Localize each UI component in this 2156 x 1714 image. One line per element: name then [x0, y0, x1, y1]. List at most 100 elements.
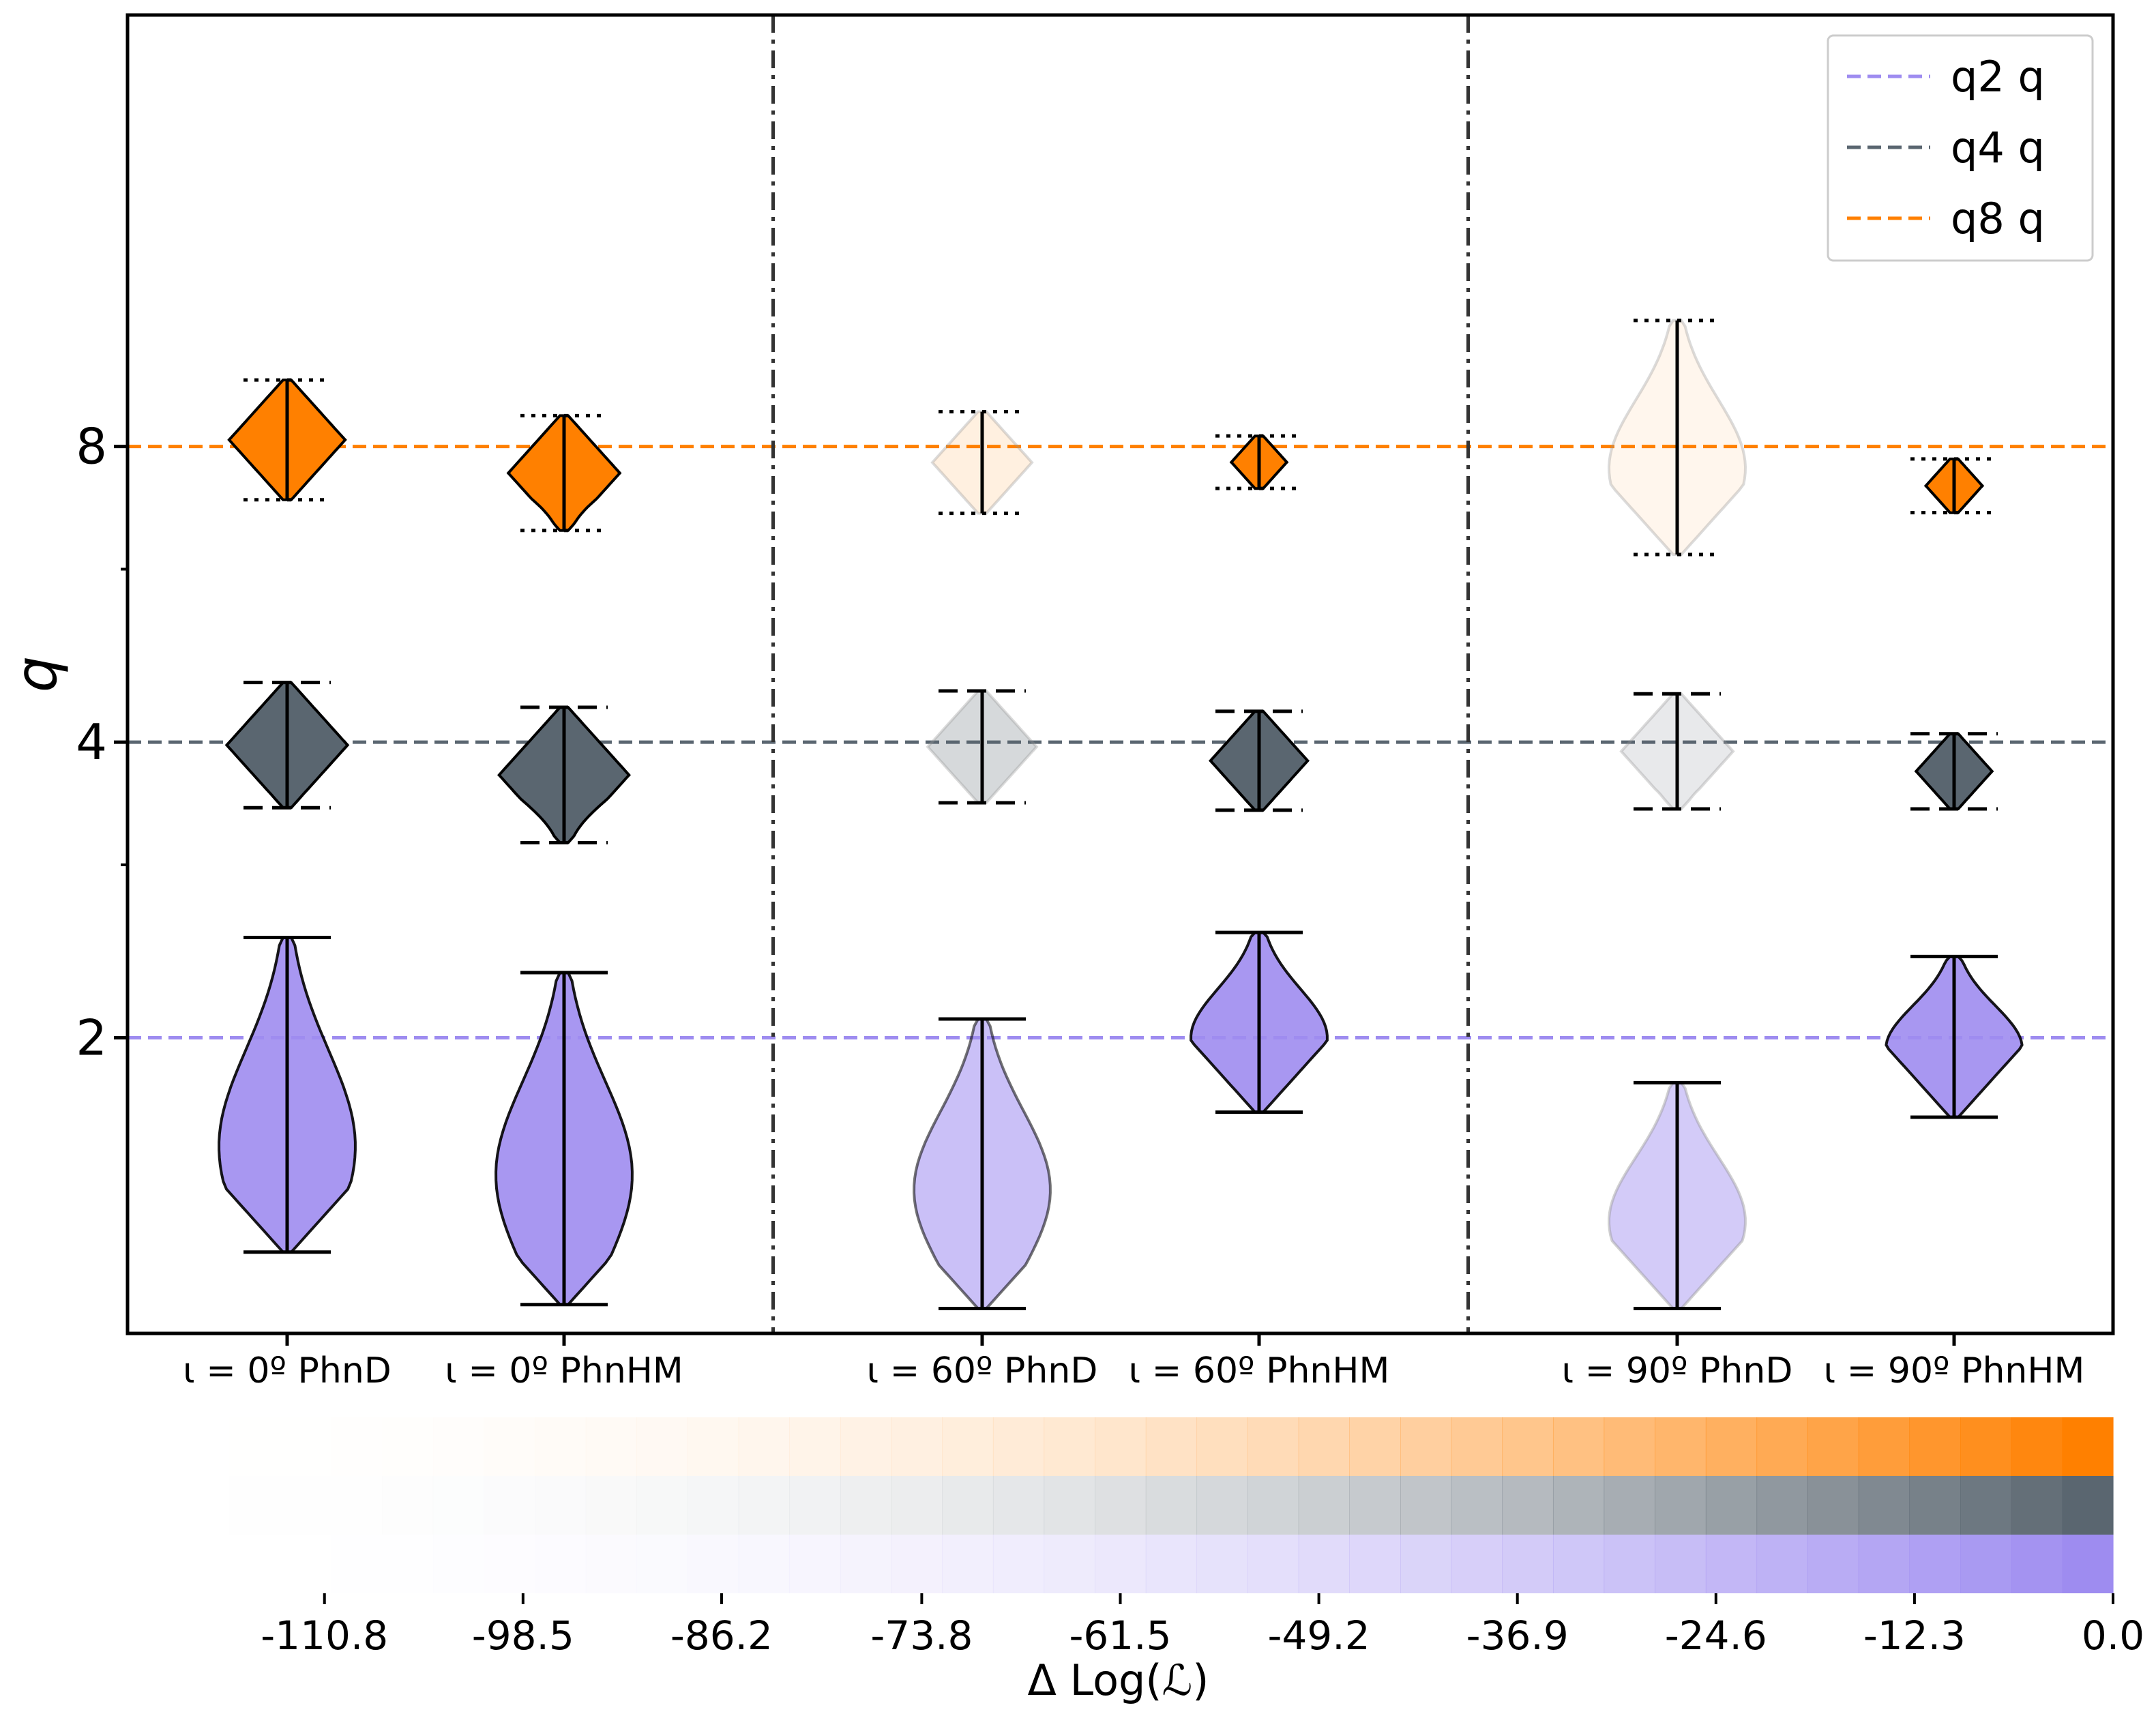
legend-label-1: q2 q	[1951, 52, 2045, 102]
colorbar-cell-1-4	[280, 1417, 331, 1476]
colorbar-cell-1-18	[992, 1417, 1045, 1476]
colorbar-cell-2-39	[2062, 1476, 2114, 1535]
colorbar-tick-label-9: -12.3	[1863, 1612, 1966, 1659]
colorbar-cell-1-20	[1095, 1417, 1147, 1476]
colorbar-cell-3-36	[1909, 1535, 1961, 1593]
colorbar-cell-1-6	[382, 1417, 433, 1476]
colorbar-cell-1-23	[1247, 1417, 1299, 1476]
colorbar-cell-3-10	[586, 1535, 637, 1593]
colorbar-cell-2-33	[1756, 1476, 1808, 1535]
colorbar-cell-1-9	[535, 1417, 586, 1476]
colorbar-cell-2-7	[433, 1476, 484, 1535]
colorbar-cell-1-1	[128, 1417, 179, 1476]
colorbar-cell-2-29	[1552, 1476, 1605, 1535]
colorbar-cell-3-11	[636, 1535, 688, 1593]
colorbar-cell-3-27	[1451, 1535, 1503, 1593]
colorbar-cell-3-20	[1095, 1535, 1147, 1593]
colorbar-cell-3-7	[433, 1535, 484, 1593]
colorbar-cell-3-21	[1145, 1535, 1198, 1593]
colorbar-cell-1-5	[331, 1417, 383, 1476]
colorbar-tick-label-5: -61.5	[1069, 1612, 1171, 1659]
colorbar-cell-2-34	[1807, 1476, 1859, 1535]
colorbar-tick-label-2: -98.5	[472, 1612, 574, 1659]
colorbar-cell-2-12	[688, 1476, 739, 1535]
colorbar-cell-2-32	[1705, 1476, 1758, 1535]
colorbar-label: Δ Log(ℒ)	[1028, 1655, 1209, 1705]
legend-label-2: q4 q	[1951, 123, 2045, 173]
colorbar-cell-1-38	[2011, 1417, 2063, 1476]
colorbar-cell-2-17	[942, 1476, 994, 1535]
colorbar-cell-2-31	[1655, 1476, 1707, 1535]
colorbar-cell-1-16	[891, 1417, 943, 1476]
colorbar-cell-2-3	[229, 1476, 280, 1535]
colorbar-cell-3-8	[484, 1535, 535, 1593]
colorbar-cell-2-36	[1909, 1476, 1961, 1535]
colorbar-cell-2-13	[738, 1476, 790, 1535]
colorbar-cell-3-38	[2011, 1535, 2063, 1593]
colorbar-cell-3-23	[1247, 1535, 1299, 1593]
colorbar-cell-3-37	[1960, 1535, 2012, 1593]
colorbar-cell-1-12	[688, 1417, 739, 1476]
colorbar-cell-3-39	[2062, 1535, 2114, 1593]
colorbar-cell-3-15	[840, 1535, 892, 1593]
colorbar-cell-3-19	[1044, 1535, 1095, 1593]
colorbar-cell-2-37	[1960, 1476, 2012, 1535]
colorbar-cell-3-33	[1756, 1535, 1808, 1593]
x-tick-label-6: ι = 90º PhnHM	[1824, 1350, 2085, 1391]
colorbar-cell-1-19	[1044, 1417, 1095, 1476]
colorbar-cell-2-26	[1400, 1476, 1452, 1535]
colorbar-tick-label-3: -86.2	[670, 1612, 773, 1659]
colorbar-cell-2-11	[636, 1476, 688, 1535]
x-tick-label-3: ι = 60º PhnD	[867, 1350, 1098, 1391]
colorbar-cell-1-37	[1960, 1417, 2012, 1476]
colorbar-cell-3-13	[738, 1535, 790, 1593]
colorbar-cell-2-15	[840, 1476, 892, 1535]
colorbar-cell-2-30	[1604, 1476, 1655, 1535]
colorbar-cell-1-7	[433, 1417, 484, 1476]
colorbar-cell-1-15	[840, 1417, 892, 1476]
colorbar-cell-1-22	[1196, 1417, 1248, 1476]
colorbar-cell-3-4	[280, 1535, 331, 1593]
colorbar-cell-3-3	[229, 1535, 280, 1593]
y-tick-label-4: 4	[76, 713, 107, 771]
colorbar-cell-2-20	[1095, 1476, 1147, 1535]
y-tick-label-2: 2	[76, 1009, 107, 1067]
colorbar-cell-3-28	[1502, 1535, 1554, 1593]
colorbar-cell-2-19	[1044, 1476, 1095, 1535]
plot-frame	[125, 13, 2115, 1335]
colorbar-cell-2-8	[484, 1476, 535, 1535]
colorbar-cell-1-8	[484, 1417, 535, 1476]
colorbar-cell-2-9	[535, 1476, 586, 1535]
colorbar-cell-1-28	[1502, 1417, 1554, 1476]
colorbar-tick-label-7: -36.9	[1466, 1612, 1569, 1659]
colorbar-cell-2-2	[179, 1476, 230, 1535]
colorbar-cell-2-18	[992, 1476, 1045, 1535]
colorbar-cell-2-16	[891, 1476, 943, 1535]
colorbar-cell-2-21	[1145, 1476, 1198, 1535]
colorbar-cell-3-12	[688, 1535, 739, 1593]
colorbar-cell-1-32	[1705, 1417, 1758, 1476]
colorbar-cell-1-39	[2062, 1417, 2114, 1476]
colorbar-cell-3-30	[1604, 1535, 1655, 1593]
colorbar-cell-2-25	[1349, 1476, 1401, 1535]
colorbar-cell-3-35	[1858, 1535, 1910, 1593]
colorbar-cell-2-4	[280, 1476, 331, 1535]
colorbar-cell-3-17	[942, 1535, 994, 1593]
colorbar-cell-3-16	[891, 1535, 943, 1593]
colorbar-cell-1-27	[1451, 1417, 1503, 1476]
colorbar-cell-2-38	[2011, 1476, 2063, 1535]
colorbar-cell-1-31	[1655, 1417, 1707, 1476]
legend-label-3: q8 q	[1951, 194, 2045, 243]
colorbar-tick-label-8: -24.6	[1665, 1612, 1767, 1659]
x-tick-label-2: ι = 0º PhnHM	[445, 1350, 683, 1391]
colorbar-cell-2-10	[586, 1476, 637, 1535]
colorbar-cell-1-35	[1858, 1417, 1910, 1476]
colorbar-cell-1-36	[1909, 1417, 1961, 1476]
colorbar-cell-3-6	[382, 1535, 433, 1593]
colorbar-cell-1-10	[586, 1417, 637, 1476]
colorbar-cell-2-23	[1247, 1476, 1299, 1535]
colorbar-cell-3-24	[1298, 1535, 1350, 1593]
colorbar-tick-label-4: -73.8	[870, 1612, 973, 1659]
colorbar-cell-1-24	[1298, 1417, 1350, 1476]
